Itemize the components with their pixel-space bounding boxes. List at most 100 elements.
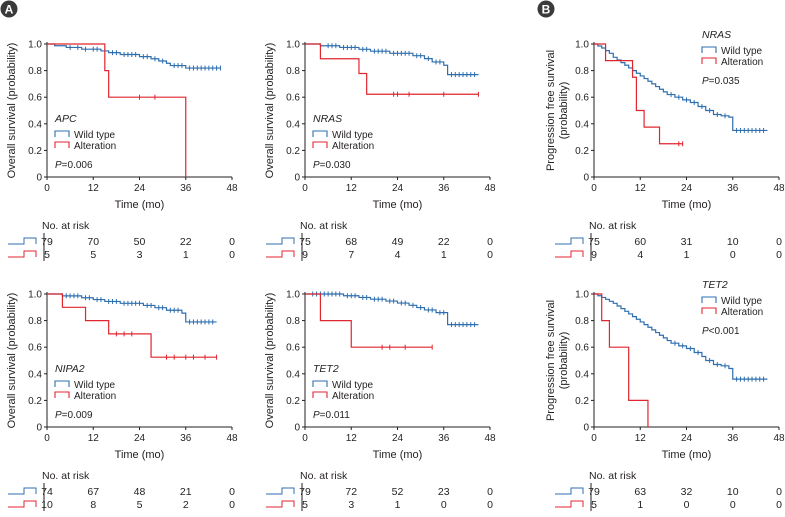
- series-wild-type: [47, 43, 221, 71]
- y-tick-label: 0.8: [286, 316, 300, 327]
- legend-label: Alteration: [74, 141, 116, 152]
- x-tick-label: 12: [346, 183, 358, 194]
- risk-table-title: No. at risk: [589, 220, 637, 232]
- risk-count-alteration: 5: [137, 499, 143, 511]
- km-chart-tet2_os: 0 0.2 0.4 0.6 0.8 1.0 0 12 24 36 48 Time (mo) Overal…: [264, 290, 496, 511]
- risk-count-wild-type: 23: [438, 486, 450, 498]
- panel-label-b: B: [537, 0, 555, 18]
- p-value-rest: =0.030: [320, 160, 351, 171]
- km-curve: [594, 293, 768, 380]
- risk-swatch-wild-type: [266, 487, 295, 495]
- y-tick-label: 0: [583, 173, 589, 184]
- p-value-symbol: P: [55, 410, 62, 421]
- x-tick-label: 24: [392, 183, 404, 194]
- p-value: P=0.009: [55, 410, 93, 421]
- y-axis-title-line: (probability): [558, 82, 570, 139]
- x-axis-title: Time (mo): [373, 199, 423, 211]
- x-tick-label: 36: [438, 433, 450, 444]
- x-tick-label: 0: [302, 433, 308, 444]
- p-value: P=0.030: [313, 160, 351, 171]
- km-chart-nipa2: 0 0.2 0.4 0.6 0.8 1.0 0 12 24 36 48 Time (mo) Overal…: [6, 290, 238, 511]
- x-tick-label: 24: [134, 183, 146, 194]
- x-tick-label: 36: [180, 183, 192, 194]
- risk-count-alteration: 0: [730, 249, 736, 261]
- risk-table-title: No. at risk: [300, 470, 348, 482]
- risk-count-wild-type: 79: [299, 486, 311, 498]
- km-curve: [305, 43, 479, 95]
- gene-name: TET2: [702, 279, 728, 291]
- x-tick-label: 48: [773, 433, 785, 444]
- y-tick-label: 0.6: [286, 93, 300, 104]
- x-tick-label: 36: [180, 433, 192, 444]
- risk-count-alteration: 5: [591, 499, 597, 511]
- risk-count-alteration: 1: [183, 249, 189, 261]
- risk-count-alteration: 1: [684, 249, 690, 261]
- risk-table-title: No. at risk: [42, 220, 90, 232]
- risk-count-wild-type: 21: [180, 486, 192, 498]
- risk-count-alteration: 0: [684, 499, 690, 511]
- risk-count-alteration: 1: [395, 499, 401, 511]
- legend-swatch: [312, 141, 328, 148]
- risk-count-wild-type: 0: [229, 486, 235, 498]
- risk-swatch-alteration: [266, 500, 295, 508]
- legend-swatch: [701, 296, 717, 303]
- y-tick-label: 1.0: [575, 40, 589, 51]
- risk-count-alteration: 5: [90, 249, 96, 261]
- gene-name: NRAS: [702, 29, 731, 41]
- risk-count-alteration: 9: [591, 249, 597, 261]
- x-tick-label: 12: [346, 433, 358, 444]
- gene-name: NRAS: [313, 113, 342, 125]
- p-value-symbol: P: [55, 160, 62, 171]
- risk-count-alteration: 0: [776, 249, 782, 261]
- y-tick-label: 0.6: [28, 343, 42, 354]
- gene-name: TET2: [313, 363, 339, 375]
- p-value-symbol: P: [702, 76, 709, 87]
- risk-count-wild-type: 63: [634, 486, 646, 498]
- y-tick-label: 0: [36, 173, 42, 184]
- km-curve: [47, 43, 187, 177]
- risk-table-title: No. at risk: [300, 220, 348, 232]
- x-axis-title: Time (mo): [373, 449, 423, 461]
- y-tick-label: 0.2: [575, 396, 589, 407]
- legend-swatch: [312, 380, 328, 387]
- risk-swatch-alteration: [555, 250, 584, 258]
- series-wild-type: [594, 293, 768, 382]
- y-tick-label: 0.2: [286, 396, 300, 407]
- risk-count-alteration: 0: [776, 499, 782, 511]
- km-curve: [305, 293, 433, 348]
- legend-label: Wild type: [74, 380, 116, 391]
- y-tick-label: 0.8: [28, 316, 42, 327]
- km-chart-tet2_pfs: 0 0.2 0.4 0.6 0.8 1.0 0 12 24 36 48 Time (mo) Progre…: [545, 279, 785, 511]
- risk-count-wild-type: 60: [634, 236, 646, 248]
- x-axis-title: Time (mo): [662, 449, 712, 461]
- y-tick-label: 0.6: [575, 93, 589, 104]
- risk-count-wild-type: 52: [392, 486, 404, 498]
- legend-swatch: [312, 130, 328, 137]
- risk-count-wild-type: 32: [681, 486, 693, 498]
- y-tick-label: 0.8: [575, 66, 589, 77]
- y-tick-label: 1.0: [575, 290, 589, 301]
- p-value: P=0.006: [55, 160, 93, 171]
- series-wild-type: [594, 43, 768, 133]
- panel-label-a-text: A: [5, 3, 14, 17]
- risk-swatch-wild-type: [8, 237, 37, 245]
- x-tick-label: 0: [591, 183, 597, 194]
- risk-table: No. at risk 759 687 494 221 00: [266, 220, 493, 261]
- y-tick-label: 0: [36, 423, 42, 434]
- x-tick-label: 48: [484, 433, 496, 444]
- p-value-rest: =0.006: [62, 160, 93, 171]
- y-axis-title-line: (probability): [558, 332, 570, 389]
- risk-count-alteration: 4: [395, 249, 401, 261]
- risk-count-wild-type: 0: [776, 236, 782, 248]
- legend-label: Wild type: [332, 130, 374, 141]
- km-curve: [594, 43, 768, 132]
- y-axis-title: Overall survival (probability): [6, 43, 18, 179]
